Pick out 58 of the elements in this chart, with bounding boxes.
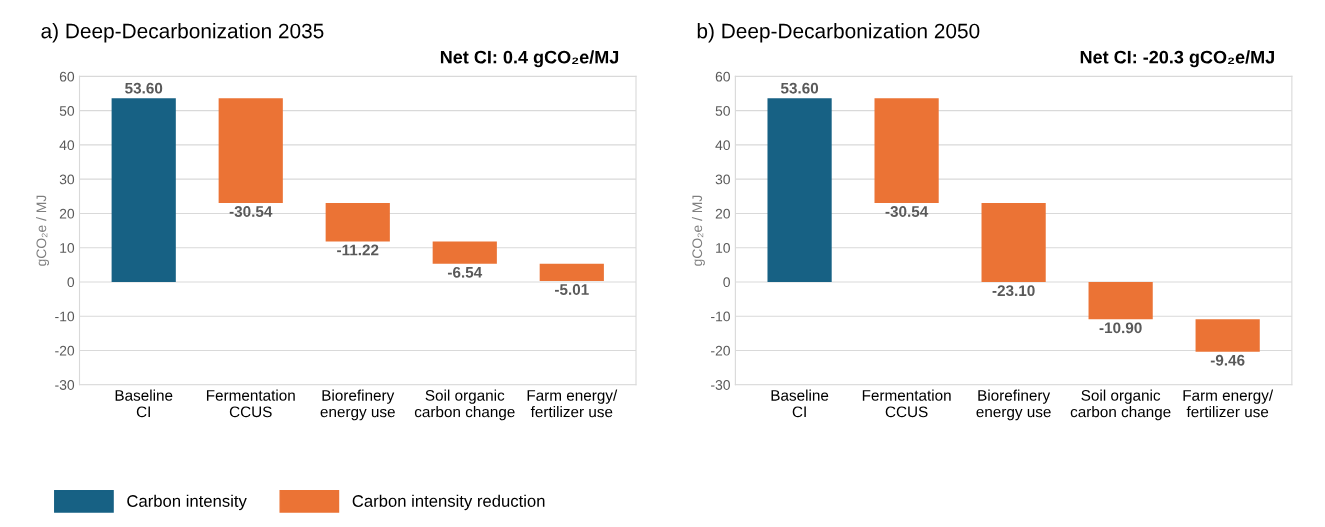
y-tick-label: -10 bbox=[711, 311, 730, 322]
x-tick-label: Fermentation CCUS bbox=[862, 389, 951, 418]
y-tick-label: -20 bbox=[55, 345, 75, 356]
data-label: -5.01 bbox=[554, 284, 589, 295]
y-tick-label: 20 bbox=[715, 208, 730, 219]
y-tick-label: 40 bbox=[59, 140, 75, 151]
x-tick-label: Farm energy/ fertilizer use bbox=[1183, 389, 1274, 418]
y-tick-label: -30 bbox=[711, 380, 730, 390]
x-tick-label: Farm energy/ fertilizer use bbox=[527, 389, 618, 418]
data-label: -9.46 bbox=[1210, 354, 1245, 366]
y-tick-label: 10 bbox=[716, 243, 730, 253]
y-tick-label: 40 bbox=[715, 140, 730, 151]
bar bbox=[111, 98, 176, 282]
bar bbox=[1088, 281, 1153, 320]
bar bbox=[325, 202, 390, 242]
y-tick-label: -10 bbox=[55, 311, 75, 322]
y-tick-label: -20 bbox=[711, 345, 730, 356]
chart-subtitle: Net CI: -20.3 gCO₂e/MJ bbox=[1080, 50, 1274, 68]
y-tick-label: 60 bbox=[59, 71, 75, 82]
data-label: 53.60 bbox=[125, 82, 163, 94]
y-axis-title: gCO₂e / MJ bbox=[36, 195, 50, 266]
bar bbox=[539, 263, 604, 281]
x-tick-label: Soil organic carbon change bbox=[1070, 389, 1171, 421]
data-label: -30.54 bbox=[229, 206, 273, 217]
bar bbox=[1195, 319, 1260, 352]
y-tick-label: 30 bbox=[715, 174, 730, 185]
y-tick-label: 0 bbox=[67, 277, 75, 288]
y-tick-label: 20 bbox=[59, 208, 75, 219]
legend-label: Carbon intensity bbox=[127, 494, 247, 511]
chart-subtitle: Net CI: 0.4 gCO₂e/MJ bbox=[440, 50, 619, 68]
y-tick-label: 30 bbox=[59, 174, 75, 185]
bar bbox=[218, 98, 283, 203]
legend-label: Carbon intensity reduction bbox=[352, 494, 545, 511]
data-label: -23.10 bbox=[992, 285, 1035, 297]
y-axis-title: gCO₂e / MJ bbox=[691, 195, 705, 266]
y-tick-label: 0 bbox=[723, 277, 730, 288]
x-tick-label: Baseline CI bbox=[115, 389, 173, 418]
data-label: -10.90 bbox=[1099, 322, 1142, 334]
bar bbox=[767, 98, 832, 282]
data-label: -11.22 bbox=[337, 244, 379, 256]
y-tick-label: 50 bbox=[715, 106, 730, 116]
x-tick-label: Biorefinery energy use bbox=[976, 389, 1051, 421]
bar bbox=[981, 202, 1046, 283]
bar bbox=[432, 241, 497, 264]
data-label: -30.54 bbox=[885, 206, 929, 217]
data-label: -6.54 bbox=[447, 266, 483, 278]
chart-title: b) Deep-Decarbonization 2050 bbox=[697, 23, 980, 43]
x-tick-label: Biorefinery energy use bbox=[320, 389, 395, 421]
x-tick-label: Baseline CI bbox=[771, 389, 829, 418]
y-tick-label: 10 bbox=[60, 243, 75, 253]
y-tick-label: -30 bbox=[55, 380, 75, 390]
y-tick-label: 50 bbox=[59, 106, 75, 116]
y-tick-label: 60 bbox=[715, 71, 730, 82]
bar bbox=[874, 98, 939, 203]
x-tick-label: Soil organic carbon change bbox=[414, 389, 515, 421]
data-label: 53.60 bbox=[780, 82, 819, 94]
chart-title: a) Deep-Decarbonization 2035 bbox=[41, 23, 324, 43]
x-tick-label: Fermentation CCUS bbox=[206, 389, 295, 418]
